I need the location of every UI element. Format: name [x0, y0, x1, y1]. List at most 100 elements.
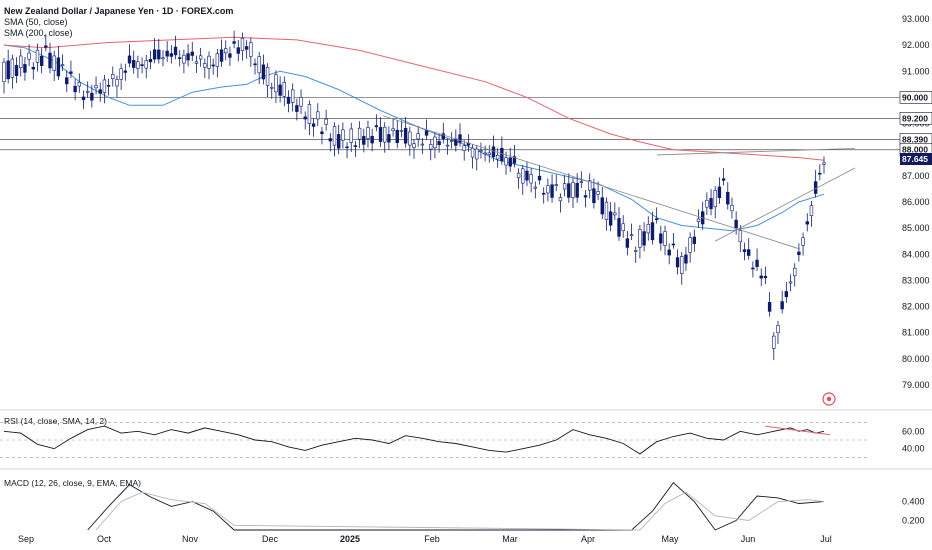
candle-body	[805, 221, 809, 225]
chart-title: New Zealand Dollar / Japanese Yen · 1D ·…	[4, 6, 234, 16]
candle-body	[244, 46, 249, 50]
candle-body	[784, 291, 789, 298]
candle-body	[328, 138, 333, 142]
macd-tick-label: 0.400	[902, 497, 925, 507]
candle-body	[286, 96, 291, 104]
candle-body	[680, 256, 684, 274]
candle-body	[224, 48, 228, 54]
candle-body	[437, 141, 441, 146]
sma200-legend[interactable]: SMA (200, close)	[4, 28, 73, 38]
candle-body	[521, 168, 525, 184]
candle-body	[818, 172, 822, 175]
candle-body	[600, 197, 604, 215]
candle-body	[31, 66, 35, 70]
macd-legend[interactable]: MACD (12, 26, close, 9, EMA, EMA)	[4, 478, 141, 488]
candle-body	[491, 146, 496, 158]
x-tick-label: Oct	[97, 534, 112, 544]
rsi-legend[interactable]: RSI (14, close, SMA, 14, 2)	[4, 416, 107, 426]
candle-body	[441, 133, 445, 140]
downtrend-line	[382, 115, 801, 250]
candle-body	[111, 74, 115, 80]
alert-icon-dot	[826, 396, 832, 402]
candle-body	[571, 182, 575, 198]
candle-body	[508, 157, 512, 167]
candle-body	[813, 181, 818, 194]
candle-body	[646, 223, 650, 234]
candle-body	[198, 55, 203, 60]
candle-body	[550, 184, 554, 198]
candle-body	[767, 302, 772, 312]
y-tick-label: 79.000	[902, 380, 930, 390]
candle-body	[454, 138, 458, 146]
candle-body	[495, 154, 500, 160]
candle-body	[56, 57, 61, 77]
candle-body	[558, 197, 563, 202]
candle-body	[232, 41, 236, 44]
candle-body	[316, 111, 320, 120]
candle-body	[173, 46, 178, 56]
y-tick-label: 87.000	[902, 171, 930, 181]
candle-body	[362, 136, 366, 145]
candle-body	[617, 218, 621, 237]
candle-body	[629, 234, 634, 236]
x-tick-label: Apr	[581, 534, 595, 544]
level-tag-label: 90.000	[902, 92, 928, 102]
candle-body	[148, 58, 153, 63]
candle-body	[730, 205, 734, 212]
candle-body	[462, 145, 466, 151]
candle-body	[546, 185, 550, 194]
candle-body	[127, 55, 132, 64]
candle-body	[663, 231, 667, 246]
candle-body	[85, 90, 90, 93]
candle-body	[169, 53, 174, 57]
x-tick-label: Nov	[182, 534, 199, 544]
candle-body	[525, 170, 529, 181]
candle-body	[554, 184, 558, 186]
candle-body	[39, 56, 44, 66]
candle-body	[366, 127, 370, 139]
candle-body	[282, 82, 287, 97]
candle-body	[541, 192, 546, 195]
candle-body	[642, 231, 646, 246]
sma50-legend[interactable]: SMA (50, close)	[4, 17, 68, 27]
y-tick-label: 93.000	[902, 14, 930, 24]
y-tick-label: 85.000	[902, 223, 930, 233]
candle-body	[500, 147, 504, 162]
candle-body	[403, 127, 408, 144]
candle-body	[19, 55, 23, 68]
candle-body	[35, 49, 40, 63]
candle-body	[257, 56, 261, 74]
candle-body	[140, 64, 144, 66]
candle-body	[650, 222, 655, 241]
x-tick-label: Mar	[502, 534, 518, 544]
candle-body	[211, 64, 215, 67]
candle-body	[696, 218, 701, 222]
candle-body	[537, 175, 542, 181]
candle-body	[734, 219, 738, 229]
x-tick-label: 2025	[340, 534, 360, 544]
candle-body	[475, 148, 479, 160]
candle-body	[374, 125, 379, 128]
candle-body	[161, 57, 165, 60]
candle-body	[341, 129, 345, 141]
candle-body	[675, 257, 680, 268]
candle-body	[483, 152, 487, 155]
candle-body	[504, 157, 508, 166]
candle-body	[6, 60, 10, 80]
x-tick-label: Sep	[18, 534, 34, 544]
candle-body	[295, 105, 299, 112]
candle-body	[349, 128, 353, 143]
level-tag	[899, 112, 932, 125]
candle-body	[228, 53, 232, 58]
level-tag-label: 88.000	[902, 145, 928, 155]
macd-tick-label: 0.200	[902, 516, 925, 526]
candle-body	[303, 116, 307, 120]
candle-body	[383, 126, 387, 143]
candle-body	[90, 92, 94, 101]
candle-body	[311, 123, 316, 127]
candle-body	[567, 183, 571, 198]
candle-body	[433, 136, 437, 149]
candle-body	[634, 250, 638, 252]
candle-body	[207, 55, 211, 69]
